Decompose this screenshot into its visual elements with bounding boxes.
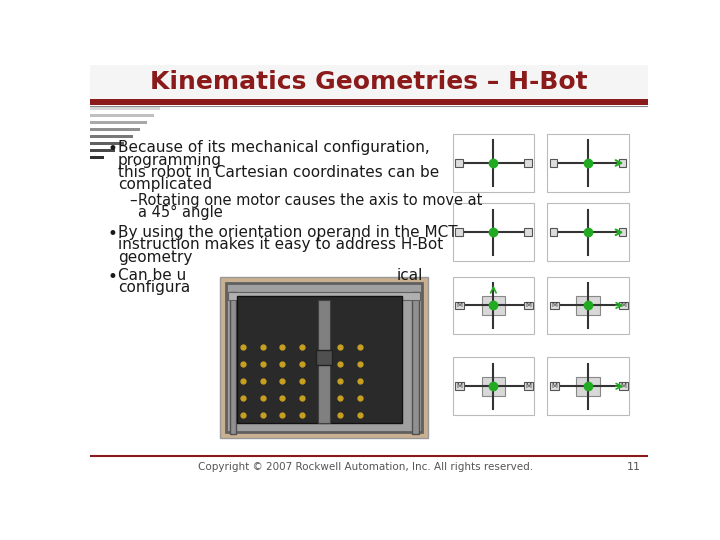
Text: •: • — [107, 225, 117, 243]
Bar — [230, 292, 236, 434]
Bar — [318, 300, 330, 423]
Bar — [482, 377, 505, 395]
Text: –: – — [129, 193, 136, 207]
Bar — [90, 100, 163, 103]
Bar — [453, 276, 534, 334]
Bar — [90, 148, 114, 152]
Text: Can be u: Can be u — [118, 268, 186, 283]
Bar — [90, 65, 648, 99]
Bar — [413, 292, 419, 434]
Text: M: M — [456, 302, 463, 308]
Text: programming: programming — [118, 153, 222, 167]
Text: configura: configura — [118, 280, 190, 295]
Bar — [618, 228, 626, 236]
Bar — [455, 228, 463, 236]
Bar — [524, 382, 534, 390]
Bar — [618, 301, 628, 309]
Bar — [618, 382, 628, 390]
Bar — [455, 159, 463, 167]
Bar — [549, 301, 559, 309]
Bar — [547, 357, 629, 415]
Text: M: M — [552, 302, 557, 308]
Bar — [90, 99, 648, 105]
Bar — [226, 283, 422, 432]
Bar — [228, 292, 420, 300]
Text: instruction makes it easy to address H-Bot: instruction makes it easy to address H-B… — [118, 237, 443, 252]
Bar — [90, 142, 124, 145]
Text: 11: 11 — [627, 462, 641, 472]
Bar — [316, 350, 332, 365]
Bar — [547, 204, 629, 261]
Bar — [453, 204, 534, 261]
Bar — [524, 159, 532, 167]
Bar — [549, 228, 557, 236]
Text: Kinematics Geometries – H-Bot: Kinematics Geometries – H-Bot — [150, 70, 588, 94]
Bar — [90, 107, 160, 110]
Bar — [455, 382, 464, 390]
Bar — [524, 301, 534, 309]
Text: ical: ical — [396, 268, 423, 283]
Bar — [90, 135, 132, 138]
Text: •: • — [107, 140, 117, 158]
Bar — [549, 159, 557, 167]
Bar — [90, 128, 140, 131]
Text: M: M — [456, 383, 463, 389]
Bar — [90, 121, 148, 124]
Text: Because of its mechanical configuration,: Because of its mechanical configuration, — [118, 140, 430, 156]
Bar — [453, 134, 534, 192]
Bar — [549, 382, 559, 390]
Bar — [618, 159, 626, 167]
Bar — [482, 296, 505, 315]
Text: By using the orientation operand in the MCT: By using the orientation operand in the … — [118, 225, 457, 240]
Text: M: M — [526, 383, 531, 389]
Bar — [547, 276, 629, 334]
Bar — [576, 296, 600, 315]
Bar — [576, 377, 600, 395]
Bar — [453, 357, 534, 415]
Bar — [90, 114, 153, 117]
Text: Copyright © 2007 Rockwell Automation, Inc. All rights reserved.: Copyright © 2007 Rockwell Automation, In… — [197, 462, 533, 472]
Bar — [220, 276, 428, 438]
Text: geometry: geometry — [118, 249, 192, 265]
Bar — [90, 156, 104, 159]
Text: M: M — [620, 383, 626, 389]
Text: a 45° angle: a 45° angle — [138, 205, 222, 220]
Bar — [238, 296, 402, 423]
Bar — [547, 134, 629, 192]
Text: •: • — [107, 268, 117, 286]
Text: M: M — [620, 302, 626, 308]
Text: M: M — [552, 383, 557, 389]
Text: this robot in Cartesian coordinates can be: this robot in Cartesian coordinates can … — [118, 165, 439, 180]
Text: Rotating one motor causes the axis to move at: Rotating one motor causes the axis to mo… — [138, 193, 482, 207]
Bar — [455, 301, 464, 309]
Text: complicated: complicated — [118, 177, 212, 192]
Bar — [524, 228, 532, 236]
Text: M: M — [526, 302, 531, 308]
